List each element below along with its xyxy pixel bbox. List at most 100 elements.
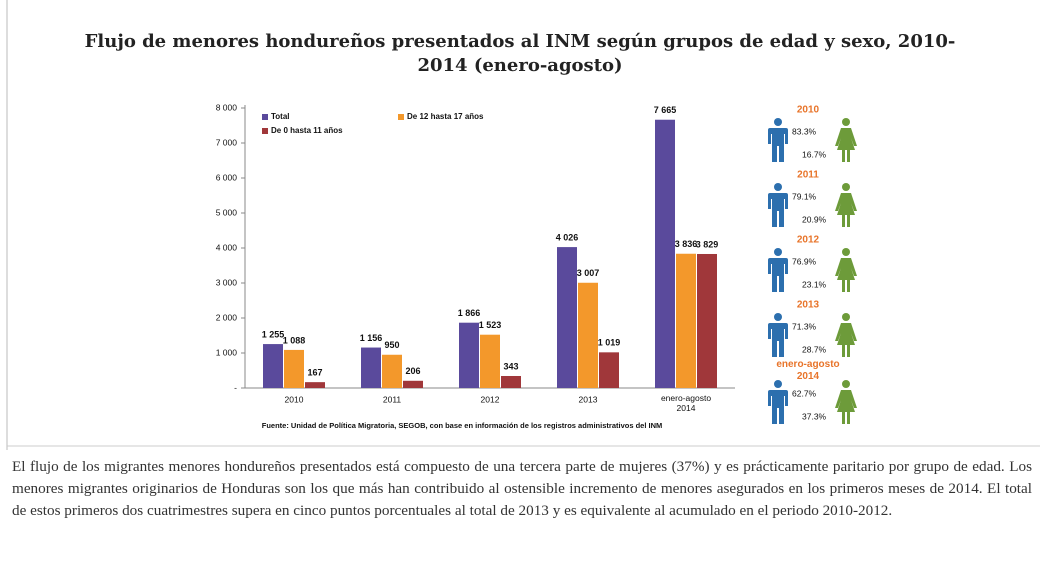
bar — [284, 349, 304, 388]
y-tick-label: 6 000 — [216, 172, 238, 182]
head — [842, 380, 850, 388]
value-label: 1 019 — [598, 338, 621, 348]
x-tick-label: 2010 — [285, 394, 304, 404]
y-tick-label: 5 000 — [216, 207, 238, 217]
female-icon — [835, 380, 857, 424]
chart: Fuente: Unidad de Política Migratoria, S… — [6, 0, 1040, 450]
bar — [578, 282, 598, 388]
value-label: 1 866 — [458, 308, 481, 318]
bar — [676, 253, 696, 388]
female-icon — [835, 313, 857, 357]
legend-label: Total — [271, 112, 290, 121]
bar — [263, 344, 283, 388]
value-label: 1 088 — [283, 335, 306, 345]
x-tick-label: 2013 — [579, 394, 598, 404]
bar — [655, 119, 675, 388]
head — [774, 313, 782, 321]
bar — [501, 375, 521, 388]
female-pct: 20.9% — [802, 214, 827, 224]
head — [774, 380, 782, 388]
female-pct: 37.3% — [802, 411, 827, 421]
y-tick-label: 2 000 — [216, 312, 238, 322]
value-label: 206 — [405, 366, 420, 376]
year-label: 2011 — [797, 170, 819, 181]
male-pct: 79.1% — [792, 191, 817, 201]
body — [768, 323, 788, 357]
female-pct: 23.1% — [802, 279, 827, 289]
value-label: 7 665 — [654, 105, 677, 115]
legend-swatch — [262, 114, 268, 120]
year-label: 2010 — [797, 105, 820, 116]
value-label: 950 — [384, 340, 399, 350]
legend-swatch — [398, 114, 404, 120]
female-pct: 16.7% — [802, 149, 827, 159]
body — [835, 258, 857, 292]
value-label: 1 523 — [479, 320, 502, 330]
male-pct: 76.9% — [792, 256, 817, 266]
bar — [361, 347, 381, 388]
body — [835, 128, 857, 162]
bar — [557, 247, 577, 388]
head — [774, 118, 782, 126]
head — [774, 183, 782, 191]
bar — [697, 253, 717, 388]
female-icon — [835, 183, 857, 227]
value-label: 1 255 — [262, 329, 285, 339]
male-icon — [768, 380, 788, 424]
y-tick-label: 4 000 — [216, 242, 238, 252]
body — [835, 193, 857, 227]
male-pct: 62.7% — [792, 388, 817, 398]
year-label: 2012 — [797, 235, 820, 246]
bar — [599, 352, 619, 388]
body — [835, 390, 857, 424]
y-tick-label: - — [234, 382, 237, 392]
value-label: 3 007 — [577, 268, 600, 278]
x-tick-label: enero-agosto 2014 — [661, 393, 711, 413]
female-pct: 28.7% — [802, 344, 827, 354]
male-icon — [768, 183, 788, 227]
value-label: 4 026 — [556, 232, 579, 242]
value-label: 3 829 — [696, 239, 719, 249]
value-label: 3 836 — [675, 239, 698, 249]
title: Flujo de menores hondureños presentados … — [84, 31, 956, 76]
female-icon — [835, 248, 857, 292]
head — [842, 248, 850, 256]
bar — [382, 354, 402, 388]
legend-swatch — [262, 128, 268, 134]
legend-label: De 0 hasta 11 años — [271, 126, 343, 135]
legend-label: De 12 hasta 17 años — [407, 112, 484, 121]
body — [768, 390, 788, 424]
body — [768, 128, 788, 162]
value-label: 167 — [307, 368, 322, 378]
y-tick-label: 8 000 — [216, 102, 238, 112]
bar — [480, 334, 500, 388]
male-icon — [768, 313, 788, 357]
body — [835, 323, 857, 357]
head — [842, 313, 850, 321]
bar — [403, 380, 423, 388]
source: Fuente: Unidad de Política Migratoria, S… — [262, 421, 663, 430]
head — [774, 248, 782, 256]
value-label: 1 156 — [360, 333, 383, 343]
y-tick-label: 1 000 — [216, 347, 238, 357]
male-icon — [768, 118, 788, 162]
male-pct: 83.3% — [792, 126, 817, 136]
year-label: enero-agosto 2014 — [776, 359, 839, 382]
female-icon — [835, 118, 857, 162]
y-tick-label: 3 000 — [216, 277, 238, 287]
body — [768, 193, 788, 227]
bar — [305, 382, 325, 388]
x-tick-label: 2012 — [481, 394, 500, 404]
head — [842, 183, 850, 191]
y-tick-label: 7 000 — [216, 137, 238, 147]
bar — [459, 322, 479, 388]
year-label: 2013 — [797, 300, 820, 311]
male-icon — [768, 248, 788, 292]
head — [842, 118, 850, 126]
paragraph: El flujo de los migrantes menores hondur… — [12, 458, 1032, 519]
x-tick-label: 2011 — [383, 394, 402, 404]
value-label: 343 — [503, 361, 518, 371]
body — [768, 258, 788, 292]
male-pct: 71.3% — [792, 321, 817, 331]
